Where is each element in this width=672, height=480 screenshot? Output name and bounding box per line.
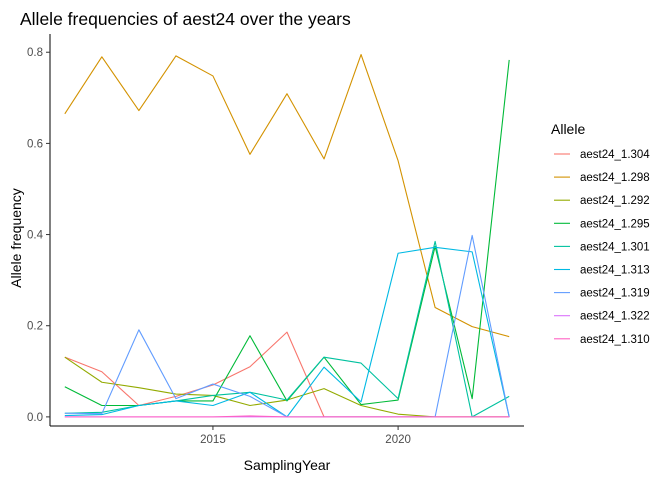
x-axis-title: SamplingYear xyxy=(244,457,331,473)
y-tick-label: 0.8 xyxy=(27,47,43,59)
legend-label: aest24_1.301 xyxy=(580,241,650,253)
y-axis: 0.0 0.2 0.4 0.6 0.8 xyxy=(27,34,51,426)
legend: Allele aest24_1.304 aest24_1.298 aest24_1.… xyxy=(551,121,650,346)
legend-label: aest24_1.322 xyxy=(580,311,650,323)
series-line-aest24_1.298 xyxy=(64,53,510,338)
x-tick-label: 2015 xyxy=(200,434,226,446)
x-axis: 2015 2020 xyxy=(50,425,524,446)
legend-label: aest24_1.295 xyxy=(580,218,650,230)
legend-label: aest24_1.310 xyxy=(580,334,650,346)
y-tick-label: 0.2 xyxy=(27,321,43,333)
chart-title: Allele frequencies of aest24 over the ye… xyxy=(20,9,351,29)
y-tick-label: 0.4 xyxy=(27,230,44,242)
y-tick-label: 0.6 xyxy=(27,138,43,150)
plot-lines xyxy=(64,53,510,418)
legend-label: aest24_1.304 xyxy=(580,149,650,161)
series-line-aest24_1.295 xyxy=(64,59,510,407)
legend-title: Allele xyxy=(551,121,585,137)
y-tick-label: 0.0 xyxy=(27,412,43,424)
series-line-aest24_1.304 xyxy=(64,331,510,418)
legend-label: aest24_1.298 xyxy=(580,172,650,184)
legend-label: aest24_1.292 xyxy=(580,195,650,207)
series-line-aest24_1.319 xyxy=(64,234,510,418)
series-line-aest24_1.301 xyxy=(64,240,510,418)
series-line-aest24_1.292 xyxy=(64,356,510,418)
legend-label: aest24_1.319 xyxy=(580,288,650,300)
x-tick-label: 2020 xyxy=(385,434,411,446)
series-line-aest24_1.310 xyxy=(64,415,510,418)
y-axis-title: Allele frequency xyxy=(8,188,24,288)
legend-label: aest24_1.313 xyxy=(580,265,650,277)
